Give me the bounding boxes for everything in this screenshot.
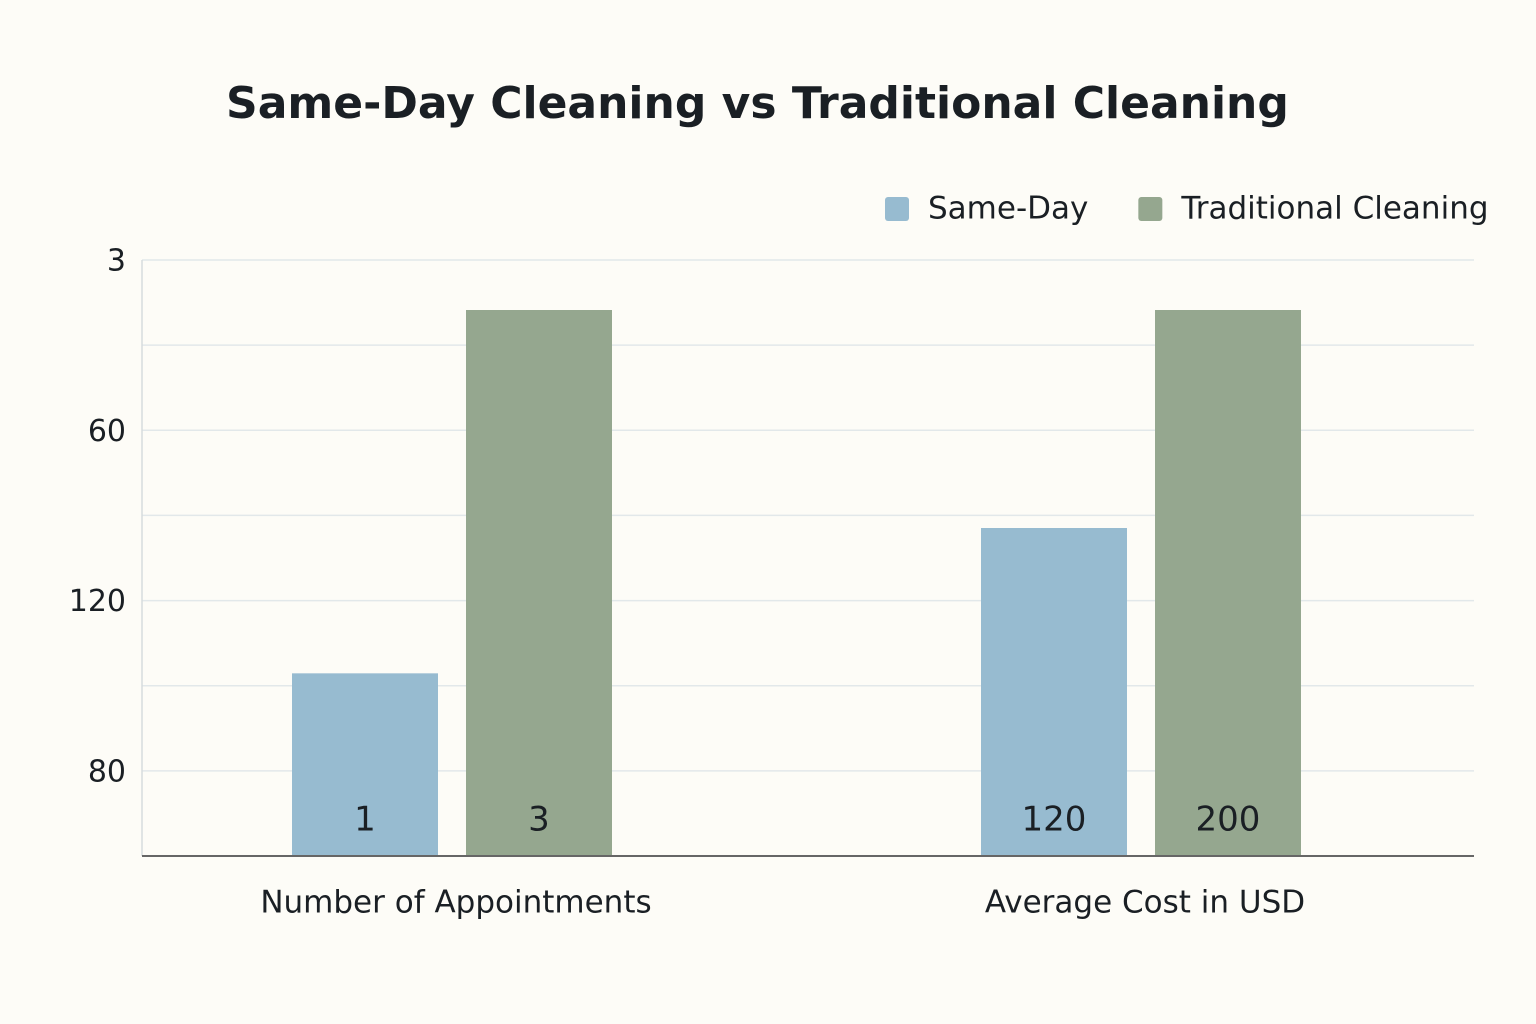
bar-value-label: 120: [1022, 800, 1087, 840]
legend-swatch: [885, 197, 909, 221]
chart-title: Same-Day Cleaning vs Traditional Cleanin…: [226, 78, 1289, 129]
y-tick-label: 120: [69, 584, 126, 619]
y-tick-label: 3: [107, 244, 126, 279]
legend-label: Same-Day: [928, 191, 1088, 227]
bar: [981, 528, 1127, 857]
bar: [466, 310, 612, 857]
bar: [292, 673, 438, 857]
legend-label: Traditional Cleaning: [1180, 191, 1488, 227]
y-tick-label: 80: [88, 754, 126, 789]
legend-swatch: [1138, 197, 1163, 221]
bar-value-label: 3: [528, 800, 550, 840]
x-tick-label: Number of Appointments: [260, 885, 651, 921]
bar: [1155, 310, 1301, 857]
bar-value-label: 1: [354, 800, 376, 840]
x-tick-label: Average Cost in USD: [985, 885, 1305, 921]
bar-value-label: 200: [1196, 800, 1261, 840]
y-tick-label: 60: [88, 414, 126, 449]
